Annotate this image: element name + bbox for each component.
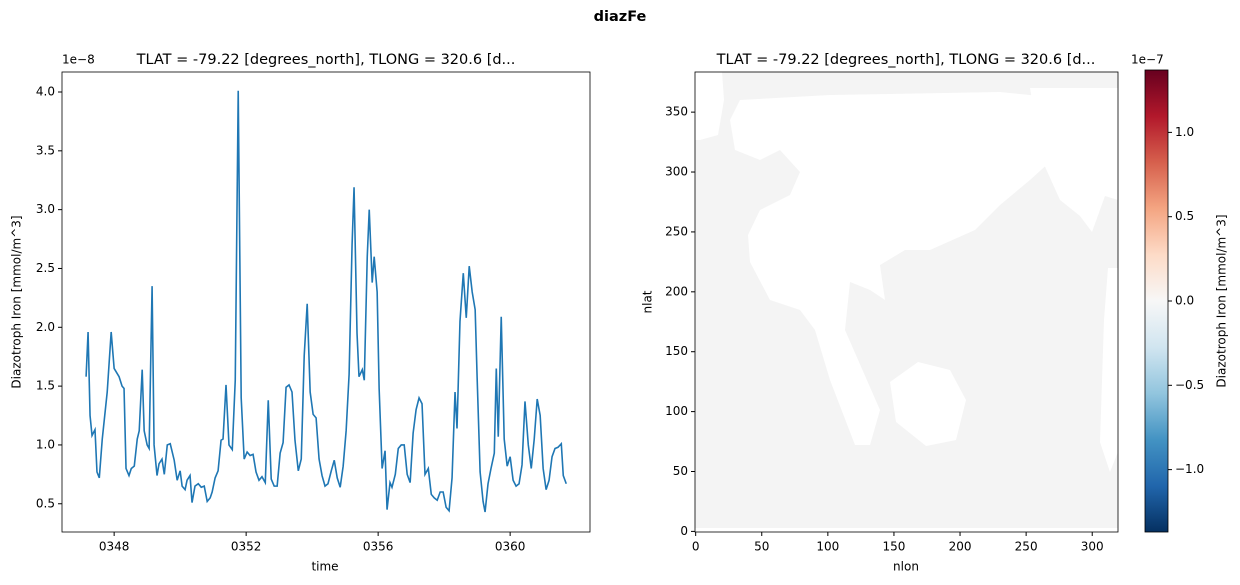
panel-title: TLAT = -79.22 [degrees_north], TLONG = 3…: [716, 52, 1096, 68]
x-tick-label: 0360: [495, 540, 526, 554]
x-tick-label: 300: [1081, 540, 1104, 554]
y-tick-label: 100: [665, 404, 688, 418]
colorbar-tick-label: 0.5: [1175, 209, 1194, 223]
land: [695, 72, 724, 140]
y-tick-label: 1.0: [36, 437, 55, 451]
y-tick-label: 50: [673, 464, 688, 478]
x-tick-label: 100: [816, 540, 839, 554]
colorbar-tick-label: −1.0: [1175, 462, 1204, 476]
data-line: [85, 90, 567, 513]
land: [890, 362, 966, 446]
plot-frame: [694, 71, 1119, 533]
y-tick-label: 3.0: [36, 202, 55, 216]
x-tick-label: 0352: [231, 540, 262, 554]
x-tick-label: 200: [949, 540, 972, 554]
x-tick-label: 50: [754, 540, 769, 554]
colorbar-label: Diazotroph Iron [mmol/m^3]: [1215, 214, 1229, 387]
colorbar-frame: [1144, 69, 1169, 533]
y-tick-label: 2.5: [36, 261, 55, 275]
y-tick-label: 350: [665, 105, 688, 119]
y-tick-label: 2.0: [36, 320, 55, 334]
x-axis-label: time: [311, 560, 338, 574]
plot-frame: [61, 71, 591, 533]
colorbar-offset-text: 1e−7: [1131, 53, 1164, 67]
x-tick-label: 0356: [363, 540, 394, 554]
land: [730, 92, 1085, 445]
colorbar: [1145, 70, 1168, 532]
land: [1030, 88, 1118, 232]
y-axis-label: nlat: [641, 290, 655, 313]
y-tick-label: 0: [680, 524, 688, 538]
x-tick-label: 0: [692, 540, 700, 554]
offset-text: 1e−8: [62, 53, 95, 67]
y-tick-label: 150: [665, 344, 688, 358]
colorbar-tick-label: 1.0: [1175, 125, 1194, 139]
y-axis-label: Diazotroph Iron [mmol/m^3]: [10, 215, 24, 388]
colorbar-tick-label: 0.0: [1175, 294, 1194, 308]
land: [695, 528, 1118, 532]
y-tick-label: 1.5: [36, 379, 55, 393]
y-tick-label: 4.0: [36, 85, 55, 99]
figure-title: diazFe: [594, 9, 647, 25]
land: [1100, 268, 1118, 472]
x-tick-label: 150: [882, 540, 905, 554]
x-axis-label: nlon: [893, 560, 919, 574]
y-tick-label: 3.5: [36, 143, 55, 157]
colorbar-tick-label: −0.5: [1175, 378, 1204, 392]
map-field: [695, 72, 1118, 532]
panel-title: TLAT = -79.22 [degrees_north], TLONG = 3…: [136, 52, 516, 68]
y-tick-label: 250: [665, 224, 688, 238]
x-tick-label: 0348: [99, 540, 130, 554]
y-tick-label: 300: [665, 165, 688, 179]
y-tick-label: 200: [665, 284, 688, 298]
y-tick-label: 0.5: [36, 496, 55, 510]
x-tick-label: 250: [1015, 540, 1038, 554]
